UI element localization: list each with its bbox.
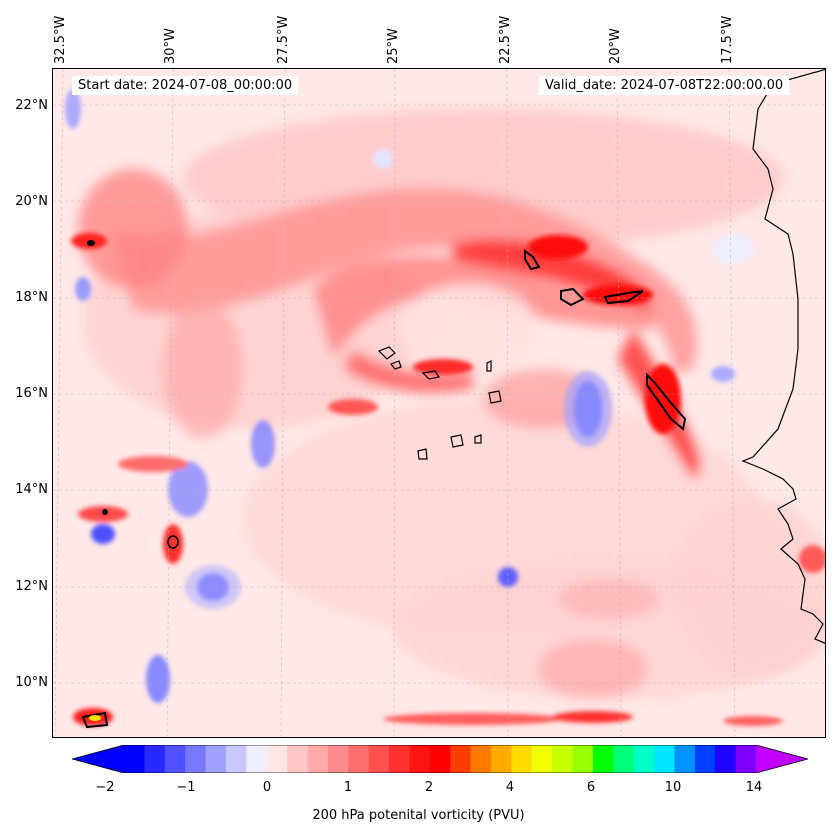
colorbar-segment (164, 745, 186, 773)
colorbar-over-arrow (756, 745, 808, 773)
colorbar-segment (287, 745, 308, 773)
colorbar-tick: 1 (343, 780, 353, 795)
colorbar-segment (429, 745, 451, 773)
pv-map (52, 68, 826, 738)
colorbar-segment (266, 745, 288, 773)
colorbar-segment (633, 745, 655, 773)
colorbar-segment (389, 745, 410, 773)
colorbar-segment (592, 745, 614, 773)
colorbar-segment (531, 745, 553, 773)
colorbar-segment (225, 745, 247, 773)
colorbar-tick: 2 (424, 780, 434, 795)
colorbar-tick: 0 (262, 780, 272, 795)
lon-label-25w: 25°W (386, 28, 401, 64)
colorbar-segment (450, 745, 472, 773)
colorbar-segment (124, 745, 145, 773)
colorbar-segment (572, 745, 594, 773)
lon-label-20w: 20°W (608, 28, 623, 64)
colorbar-segment (144, 745, 166, 773)
colorbar-tick: −2 (95, 780, 115, 795)
colorbar-tick: 10 (664, 780, 682, 795)
colorbar-segment (327, 745, 349, 773)
start-date-label: Start date: 2024-07-08_00:00:00 (72, 76, 299, 95)
colorbar-segment (511, 745, 533, 773)
valid-date-label: Valid_date: 2024-07-08T22:00:00.00 (539, 76, 790, 95)
lon-label-22.5w: 22.5°W (498, 15, 513, 64)
lon-label-32.5w: 32.5°W (53, 15, 68, 64)
colorbar-segment (715, 745, 737, 773)
lat-label-20n: 20°N (15, 194, 48, 209)
colorbar-segment (674, 745, 696, 773)
lat-label-14n: 14°N (15, 482, 48, 497)
colorbar-tick: −1 (176, 780, 196, 795)
lat-label-22n: 22°N (15, 98, 48, 113)
lat-label-18n: 18°N (15, 290, 48, 305)
colorbar-tick: 4 (505, 780, 515, 795)
colorbar-segment (348, 745, 370, 773)
lat-label-12n: 12°N (15, 579, 48, 594)
lon-label-27.5w: 27.5°W (276, 15, 291, 64)
colorbar-segment (470, 745, 492, 773)
colorbar-segment (654, 745, 675, 773)
colorbar-segment (185, 745, 207, 773)
colorbar-segment (613, 745, 635, 773)
colorbar-segment (552, 745, 574, 773)
colorbar-label: 200 hPa potenital vorticity (PVU) (312, 808, 525, 823)
lat-label-10n: 10°N (15, 675, 48, 690)
colorbar-under-arrow (72, 745, 124, 773)
colorbar-segment (694, 745, 716, 773)
colorbar-segment (735, 745, 757, 773)
colorbar-segment (409, 745, 431, 773)
lon-label-17.5w: 17.5°W (720, 15, 735, 64)
colorbar-segment (490, 745, 512, 773)
colorbar-segment (307, 745, 329, 773)
colorbar-segment (368, 745, 390, 773)
colorbar-tick: 6 (586, 780, 596, 795)
africa-coastline (741, 69, 825, 644)
pv-field (53, 69, 825, 737)
colorbar-segment (205, 745, 227, 773)
colorbar-tick: 14 (745, 780, 763, 795)
colorbar-segment (246, 745, 268, 773)
lat-label-16n: 16°N (15, 386, 48, 401)
colorbar (72, 745, 808, 773)
lon-label-30w: 30°W (163, 28, 178, 64)
